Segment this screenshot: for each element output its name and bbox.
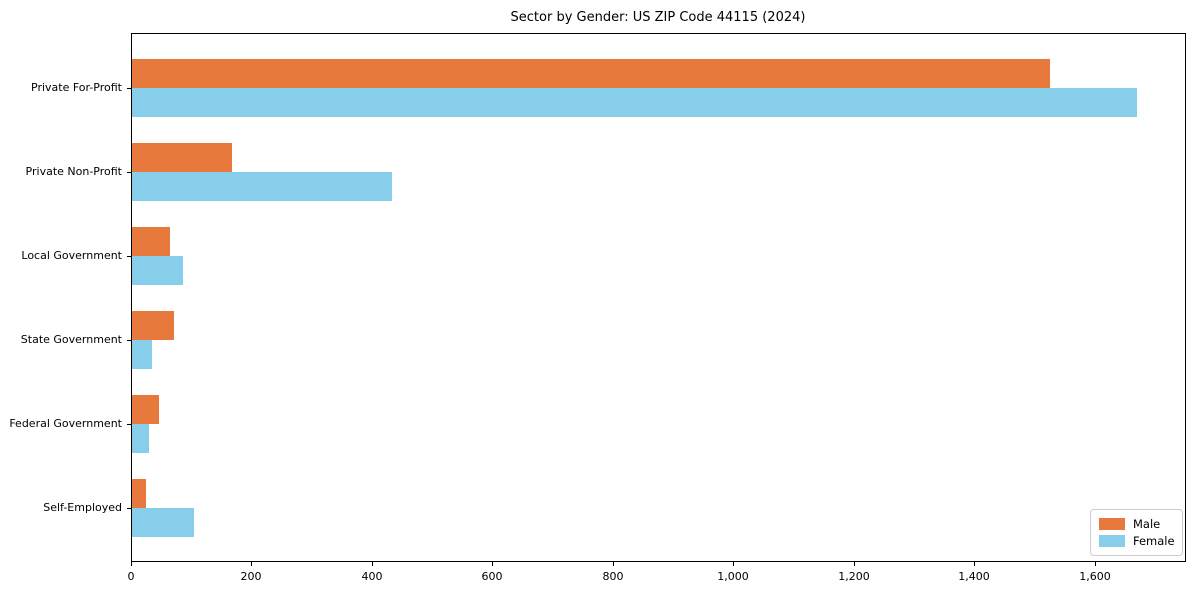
y-tick-mark — [127, 256, 131, 257]
bar-female-1 — [132, 172, 392, 201]
x-tick-label: 1,400 — [958, 570, 990, 583]
x-tick-mark — [974, 562, 975, 566]
x-tick-mark — [492, 562, 493, 566]
plot-area — [131, 33, 1186, 562]
bar-male-1 — [132, 143, 232, 172]
x-tick-label: 0 — [127, 570, 135, 583]
x-tick-label: 1,000 — [717, 570, 749, 583]
x-tick-mark — [372, 562, 373, 566]
legend-label-male: Male — [1133, 516, 1161, 531]
bar-female-4 — [132, 424, 149, 453]
y-tick-mark — [127, 508, 131, 509]
bar-female-0 — [132, 88, 1137, 117]
x-tick-mark — [131, 562, 132, 566]
chart-title: Sector by Gender: US ZIP Code 44115 (202… — [510, 10, 806, 25]
x-tick-label: 1,600 — [1079, 570, 1111, 583]
bar-female-5 — [132, 508, 194, 537]
x-tick-label: 600 — [481, 570, 503, 583]
x-tick-mark — [733, 562, 734, 566]
x-tick-mark — [1095, 562, 1096, 566]
y-axis-label: Self-Employed — [43, 501, 122, 514]
x-tick-label: 1,200 — [838, 570, 870, 583]
x-tick-label: 400 — [361, 570, 383, 583]
y-axis-label: Private Non-Profit — [25, 165, 122, 178]
x-tick-mark — [613, 562, 614, 566]
female-color-swatch-icon — [1099, 535, 1125, 548]
legend-label-female: Female — [1133, 534, 1175, 549]
legend-item-male: Male — [1099, 517, 1174, 531]
x-tick-label: 800 — [602, 570, 624, 583]
bar-male-0 — [132, 59, 1050, 88]
legend-item-female: Female — [1099, 534, 1175, 549]
x-tick-mark — [854, 562, 855, 566]
y-tick-mark — [127, 340, 131, 341]
y-tick-mark — [127, 424, 131, 425]
bar-female-2 — [132, 256, 183, 285]
y-axis-label: State Government — [20, 333, 122, 346]
bar-female-3 — [132, 340, 152, 369]
y-axis-label: Private For-Profit — [31, 81, 122, 94]
male-color-swatch-icon — [1099, 517, 1125, 530]
x-tick-mark — [251, 562, 252, 566]
bar-male-5 — [132, 479, 146, 508]
x-tick-label: 200 — [240, 570, 262, 583]
y-tick-mark — [127, 172, 131, 173]
y-axis-label: Local Government — [21, 249, 122, 262]
bar-male-4 — [132, 395, 159, 424]
y-tick-mark — [127, 88, 131, 89]
y-axis-label: Federal Government — [9, 417, 122, 430]
bar-male-2 — [132, 227, 170, 256]
bar-male-3 — [132, 311, 174, 340]
legend: Male Female — [1090, 509, 1183, 556]
